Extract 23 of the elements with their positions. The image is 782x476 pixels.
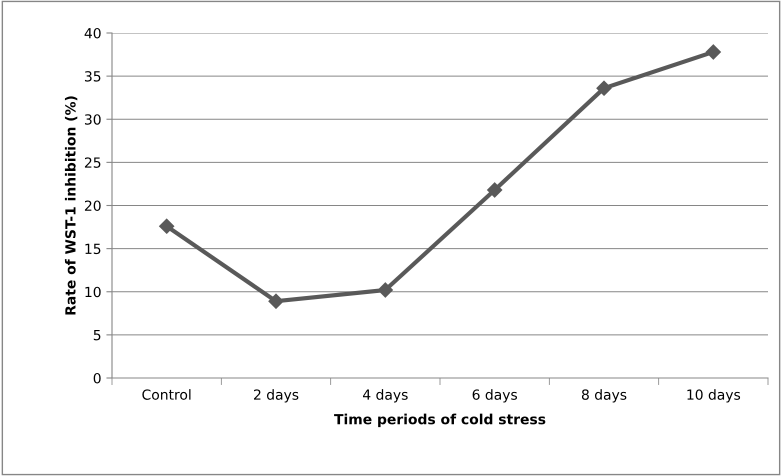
y-tick-label: 30 xyxy=(84,114,101,125)
y-tick-label: 10 xyxy=(85,286,101,298)
point xyxy=(378,282,393,298)
point xyxy=(159,218,174,234)
y-tick-label: 25 xyxy=(84,157,100,168)
x-tick-label: 2 days xyxy=(254,389,298,403)
x-tick-label: 8 days xyxy=(582,389,626,403)
point xyxy=(268,294,284,309)
y-tick-label: 40 xyxy=(84,28,101,38)
x-tick-label: 4 days xyxy=(362,389,408,403)
x-tick-label: Control xyxy=(142,389,190,400)
x-tick-label: 10 days xyxy=(687,389,740,403)
point xyxy=(487,182,502,198)
y-axis-title: Rate of WST-1 inhibition (%) xyxy=(64,96,78,315)
y-tick-label: 15 xyxy=(85,244,100,254)
point xyxy=(596,80,612,96)
y-tick-label: 35 xyxy=(84,71,100,82)
y-tick-label: 0 xyxy=(94,372,101,384)
y-tick-label: 20 xyxy=(84,200,101,211)
x-tick-label: 6 days xyxy=(472,389,518,403)
x-axis-title: Time periods of cold stress xyxy=(334,414,546,428)
y-tick-label: 5 xyxy=(94,330,100,340)
point xyxy=(706,44,721,60)
